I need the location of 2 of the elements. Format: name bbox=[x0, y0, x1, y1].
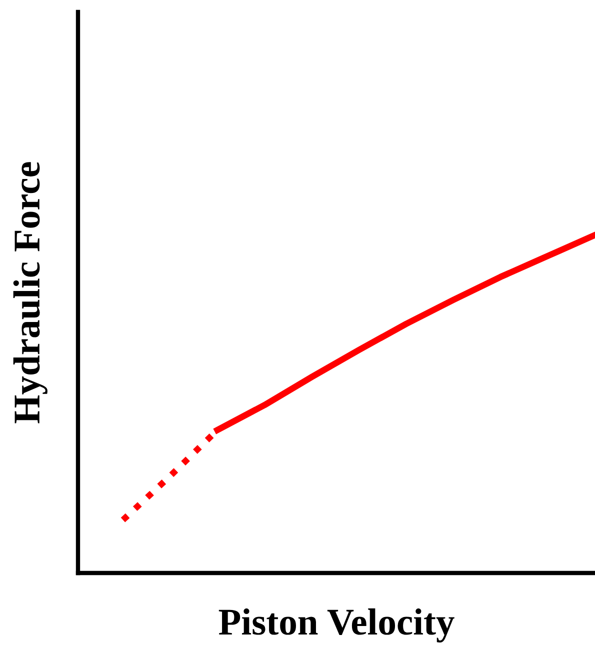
x-axis-title: Piston Velocity bbox=[218, 608, 454, 643]
y-axis-title: Hydraulic Force bbox=[13, 162, 48, 424]
